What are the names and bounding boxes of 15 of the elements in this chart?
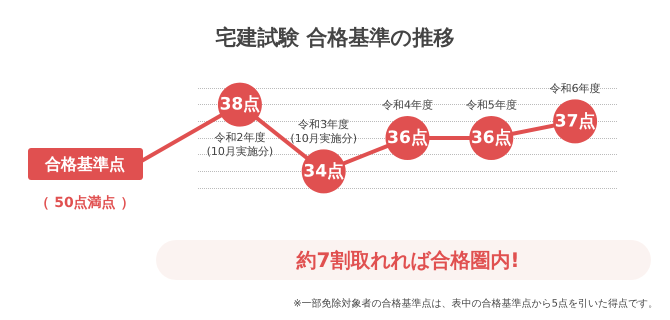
x-tick-label: 令和3年度 (10月実施分) bbox=[290, 118, 357, 145]
chart-title: 宅建試験 合格基準の推移 bbox=[215, 26, 455, 50]
data-label: 36点 bbox=[470, 128, 512, 148]
text: 合格基準点 bbox=[44, 154, 125, 174]
data-label: 38点 bbox=[220, 94, 260, 115]
x-tick-label: 令和5年度 bbox=[466, 98, 517, 112]
data-label: 34点 bbox=[303, 161, 344, 182]
x-tick-label: 令和4年度 bbox=[382, 98, 433, 112]
data-label: 36点 bbox=[387, 128, 428, 148]
text: （ 50点満点 ） bbox=[35, 195, 135, 211]
data-label: 37点 bbox=[554, 111, 596, 132]
text: 約7割取れれば合格圏内! bbox=[295, 248, 520, 272]
x-tick-label: 令和6年度 bbox=[550, 82, 601, 95]
x-tick-label: 令和2年度 (10月実施分) bbox=[206, 131, 274, 158]
text: ※一部免除対象者の合格基準点は、表中の合格基準点から5点を引いた得点です。 bbox=[293, 298, 658, 310]
